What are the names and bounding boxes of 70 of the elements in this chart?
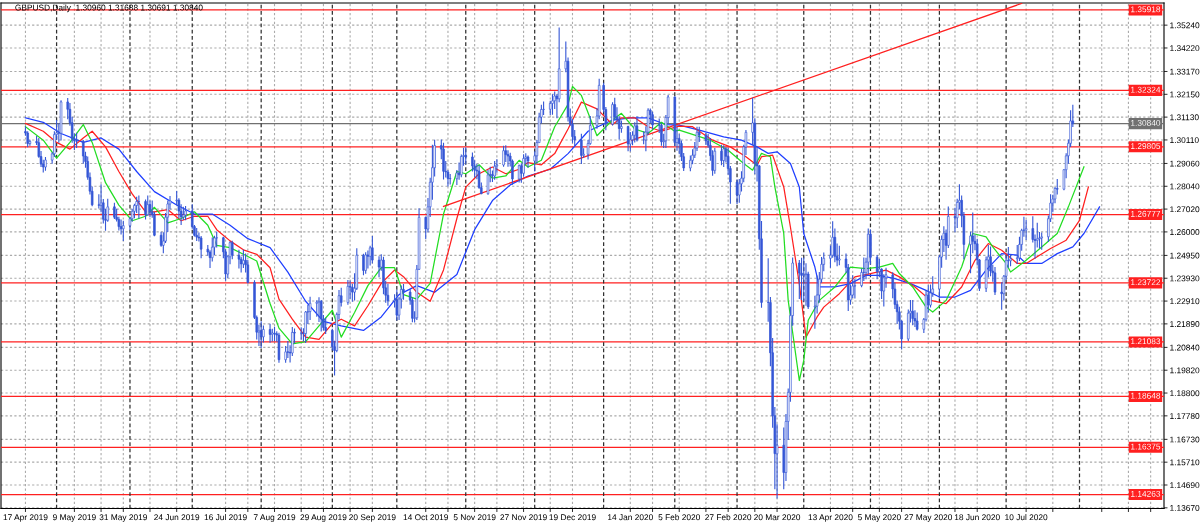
x-tick-label: 17 Apr 2019 bbox=[3, 514, 48, 522]
y-tick-label: 1.26000 bbox=[1170, 229, 1200, 236]
y-tick-label: 1.19820 bbox=[1170, 367, 1200, 374]
candlestick bbox=[366, 249, 370, 270]
y-tick-label: 1.15710 bbox=[1170, 459, 1200, 466]
x-tick-label: 27 Nov 2019 bbox=[500, 514, 547, 521]
candlestick bbox=[122, 220, 125, 242]
y-tick-label: 1.27020 bbox=[1170, 206, 1200, 213]
candlestick bbox=[477, 164, 481, 190]
ref-line-label: 1.29805 bbox=[1131, 143, 1161, 150]
y-tick-label: 1.33170 bbox=[1170, 68, 1200, 75]
y-tick-label: 1.24950 bbox=[1170, 252, 1200, 259]
candlestick bbox=[735, 179, 739, 205]
y-tick-label: 1.13670 bbox=[1170, 505, 1200, 511]
x-tick-label: 9 May 2019 bbox=[53, 514, 96, 522]
candlestick bbox=[1024, 219, 1028, 241]
x-tick-label: 27 May 2020 bbox=[904, 514, 953, 522]
candlestick bbox=[635, 115, 639, 143]
ref-line-label: 1.21083 bbox=[1131, 338, 1161, 345]
y-tick-label: 1.22910 bbox=[1170, 298, 1200, 305]
ref-line-label: 1.18648 bbox=[1131, 392, 1161, 399]
candlestick bbox=[237, 249, 241, 270]
ref-line-label: 1.26777 bbox=[1131, 210, 1161, 217]
candlestick bbox=[346, 279, 350, 306]
y-tick-label: 1.29060 bbox=[1170, 160, 1200, 167]
x-tick-label: 24 Jun 2019 bbox=[154, 514, 200, 521]
y-tick-label: 1.28040 bbox=[1170, 183, 1200, 190]
candlestick bbox=[626, 125, 630, 152]
ref-line-label: 1.16375 bbox=[1131, 443, 1161, 450]
x-tick-label: 20 Mar 2020 bbox=[754, 514, 801, 521]
y-tick-label: 1.30110 bbox=[1170, 137, 1199, 144]
line-series bbox=[24, 85, 1085, 382]
y-tick-label: 1.31130 bbox=[1170, 114, 1199, 121]
candlestick bbox=[915, 311, 919, 332]
x-tick-label: 5 May 2020 bbox=[857, 514, 901, 522]
ref-line-label: 1.35918 bbox=[1131, 6, 1161, 13]
ref-line-label: 1.23722 bbox=[1131, 279, 1161, 286]
x-tick-label: 5 Feb 2020 bbox=[658, 514, 700, 521]
ref-line-label: 1.30840 bbox=[1131, 119, 1161, 126]
candlestick bbox=[231, 240, 234, 260]
x-tick-label: 19 Dec 2019 bbox=[549, 514, 596, 521]
candlestick bbox=[199, 235, 203, 259]
ref-line-label: 1.32324 bbox=[1131, 86, 1161, 93]
x-tick-label: 7 Aug 2019 bbox=[253, 514, 296, 522]
x-tick-label: 14 Jan 2020 bbox=[608, 514, 653, 521]
x-tick-label: 31 May 2019 bbox=[99, 514, 147, 522]
y-tick-label: 1.23930 bbox=[1170, 275, 1200, 282]
x-tick-label: 14 Oct 2019 bbox=[403, 514, 449, 521]
y-tick-label: 1.34220 bbox=[1170, 45, 1200, 52]
y-tick-label: 1.18800 bbox=[1170, 390, 1200, 397]
y-tick-label: 1.20840 bbox=[1170, 344, 1200, 351]
x-tick-label: 16 Jul 2019 bbox=[204, 514, 247, 521]
y-tick-label: 1.21890 bbox=[1170, 321, 1200, 327]
x-tick-label: 20 Sep 2019 bbox=[349, 514, 396, 522]
x-tick-label: 5 Nov 2019 bbox=[453, 514, 496, 521]
ref-line-label: 1.14263 bbox=[1131, 490, 1161, 497]
y-tick-label: 1.14690 bbox=[1170, 482, 1200, 489]
y-tick-label: 1.32150 bbox=[1170, 91, 1200, 98]
x-tick-label: 10 Jul 2020 bbox=[1005, 514, 1048, 521]
x-tick-label: 13 Apr 2020 bbox=[808, 514, 853, 522]
candlestick bbox=[371, 235, 374, 264]
candlestick bbox=[838, 245, 841, 266]
y-tick-label: 1.16730 bbox=[1170, 436, 1200, 443]
x-tick-label: 27 Feb 2020 bbox=[705, 514, 752, 521]
y-tick-label: 1.35240 bbox=[1170, 22, 1200, 29]
x-tick-label: 29 Aug 2019 bbox=[300, 514, 347, 522]
x-tick-label: 18 Jun 2020 bbox=[954, 514, 1000, 521]
candlestick bbox=[486, 169, 490, 196]
y-tick-label: 1.17780 bbox=[1170, 413, 1200, 419]
candlestick bbox=[853, 278, 857, 300]
